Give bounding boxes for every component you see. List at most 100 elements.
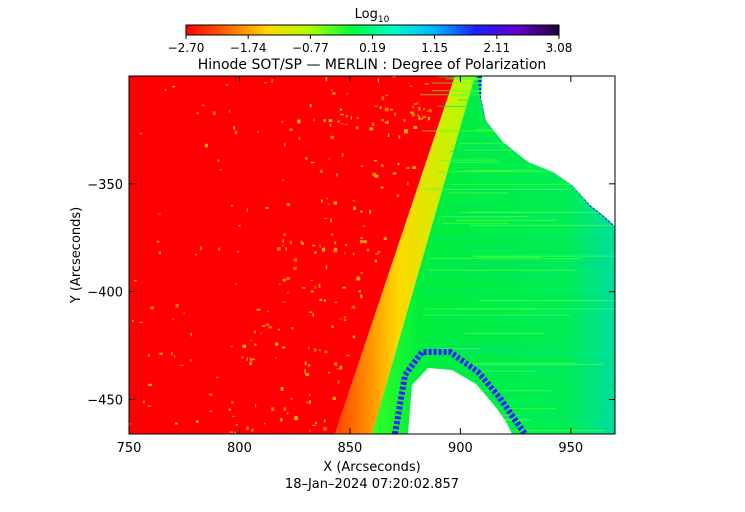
- striation: [420, 94, 480, 96]
- striation: [437, 348, 480, 350]
- plage-speckle: [344, 251, 346, 254]
- plage-speckles: [129, 76, 432, 434]
- x-tick-label: 950: [558, 441, 583, 456]
- plage-speckle: [324, 350, 328, 354]
- striation: [421, 349, 522, 351]
- heatmap: [129, 76, 615, 434]
- no-data-bottom: [408, 368, 512, 434]
- plage-speckle: [278, 283, 281, 286]
- plage-speckle: [312, 424, 316, 426]
- plage-speckle: [302, 287, 306, 289]
- plage-speckle: [318, 284, 321, 288]
- plage-speckle: [233, 126, 235, 130]
- plage-speckle: [246, 208, 249, 213]
- plage-speckle: [339, 108, 342, 111]
- plage-speckle: [190, 332, 192, 337]
- plage-speckle: [195, 420, 199, 423]
- striation: [436, 171, 615, 173]
- plage-speckle: [150, 306, 154, 310]
- plage-speckle: [249, 357, 253, 362]
- plage-speckle: [381, 96, 385, 101]
- plage-speckle: [340, 123, 344, 125]
- plage-speckle: [249, 339, 252, 341]
- striation: [422, 314, 571, 316]
- plage-speckle: [396, 194, 400, 198]
- plage-speckle: [343, 319, 347, 322]
- plage-speckle: [265, 323, 270, 326]
- plage-speckle: [242, 344, 247, 348]
- plage-speckle: [319, 349, 321, 351]
- plage-speckle: [252, 358, 255, 360]
- plage-speckle: [280, 387, 284, 391]
- plage-speckle: [139, 321, 144, 324]
- plage-speckle: [403, 119, 406, 122]
- striation: [452, 247, 511, 249]
- plage-speckle: [202, 104, 205, 107]
- striation: [437, 214, 602, 216]
- plage-speckle: [246, 426, 249, 430]
- plage-speckle: [257, 130, 259, 133]
- plage-speckle: [260, 332, 262, 335]
- plage-speckle: [173, 355, 176, 358]
- striation: [431, 238, 599, 240]
- striation: [462, 364, 603, 366]
- striation: [466, 147, 542, 149]
- plage-speckle: [353, 252, 355, 255]
- plage-speckle: [379, 106, 382, 109]
- plage-speckle: [275, 357, 277, 359]
- plage-speckle: [353, 206, 356, 210]
- plage-speckle: [424, 83, 429, 85]
- striation: [479, 300, 615, 302]
- plage-speckle: [323, 119, 326, 122]
- plage-speckle: [413, 125, 418, 129]
- plage-speckle: [235, 424, 238, 426]
- plage-speckle: [363, 240, 367, 244]
- plage-speckle: [322, 247, 326, 252]
- plage-speckle: [385, 94, 389, 96]
- plage-speckle: [345, 244, 348, 246]
- striation: [450, 183, 599, 185]
- x-tick-label: 850: [337, 441, 362, 456]
- plage-speckle: [275, 342, 279, 346]
- plage-speckle: [232, 415, 236, 417]
- plage-speckle: [310, 290, 314, 293]
- plage-speckle: [369, 210, 372, 214]
- plage-speckle: [287, 291, 289, 294]
- striation: [440, 216, 530, 218]
- striation: [464, 362, 576, 364]
- plage-speckle: [339, 318, 342, 320]
- plage-speckle: [428, 109, 432, 113]
- plage-speckle: [332, 92, 336, 95]
- plage-speckle: [340, 113, 344, 116]
- timestamp: 18–Jan–2024 07:20:02.857: [285, 477, 459, 492]
- plage-speckle: [249, 362, 252, 366]
- plage-speckle: [238, 224, 241, 227]
- plage-speckle: [383, 237, 387, 241]
- plage-speckle: [282, 239, 284, 243]
- plage-speckle: [215, 376, 219, 379]
- plage-speckle: [381, 118, 384, 122]
- plage-speckle: [330, 218, 332, 223]
- plage-speckle: [336, 368, 340, 370]
- plage-speckle: [360, 294, 363, 299]
- plage-speckle: [384, 121, 388, 124]
- plage-speckle: [339, 365, 343, 370]
- plage-speckle: [175, 304, 179, 308]
- plage-speckle: [147, 354, 150, 357]
- striation: [438, 159, 499, 161]
- plage-speckle: [319, 298, 322, 301]
- plage-speckle: [359, 237, 364, 239]
- plage-speckle: [331, 325, 334, 328]
- plage-speckle: [143, 400, 145, 404]
- plage-speckle: [283, 233, 287, 236]
- plage-speckle: [157, 213, 161, 215]
- striation: [457, 308, 615, 310]
- plage-speckle: [319, 244, 321, 248]
- plage-speckle: [328, 119, 333, 123]
- plage-speckle: [133, 280, 137, 282]
- plage-speckle: [205, 143, 209, 148]
- plage-speckle: [409, 85, 413, 87]
- plage-speckle: [147, 405, 151, 407]
- plage-speckle: [158, 251, 161, 255]
